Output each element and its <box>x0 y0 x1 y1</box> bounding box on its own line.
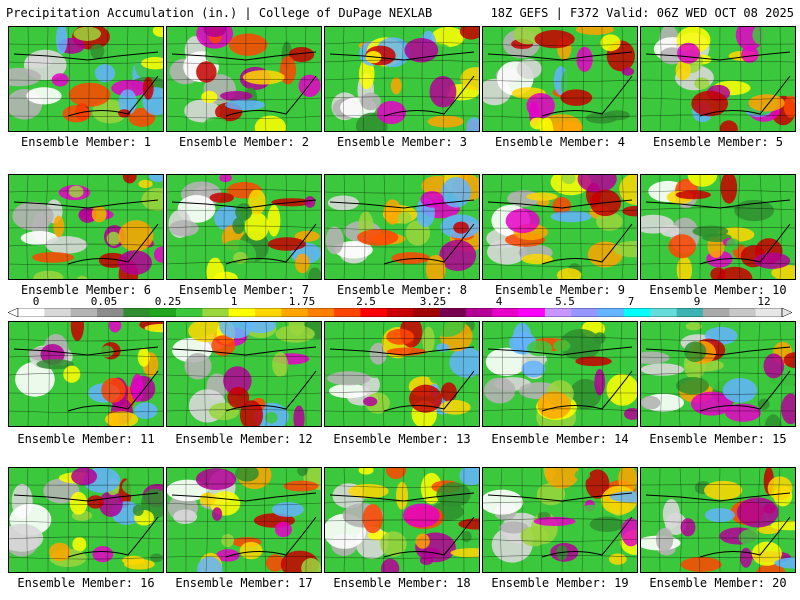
map-frame <box>640 321 796 427</box>
precip-field <box>8 174 164 280</box>
precip-field <box>640 467 796 573</box>
map-frame <box>324 467 480 573</box>
member-label: Ensemble Member: 19 <box>491 576 629 590</box>
colorbar-tick-label: 7 <box>627 295 635 308</box>
member-label: Ensemble Member: 1 <box>20 135 152 149</box>
member-map-1 <box>8 26 164 132</box>
precip-field <box>166 26 322 132</box>
member-map-4 <box>482 26 638 132</box>
precip-field <box>166 467 322 573</box>
member-label: Ensemble Member: 4 <box>494 135 626 149</box>
precip-field <box>482 467 638 573</box>
colorbar-tick-label: 1 <box>230 295 238 308</box>
member-label: Ensemble Member: 2 <box>178 135 310 149</box>
colorbar-tick-label: 1.75 <box>288 295 316 308</box>
member-label: Ensemble Member: 7 <box>178 283 310 297</box>
member-map-11 <box>8 321 164 427</box>
member-label: Ensemble Member: 14 <box>491 432 629 446</box>
map-frame <box>8 321 164 427</box>
colorbar-tick-label: 0.25 <box>154 295 182 308</box>
colorbar <box>8 308 792 317</box>
colorbar-tick-label: 3.25 <box>419 295 447 308</box>
colorbar-tick-label: 5.5 <box>555 295 575 308</box>
member-map-12 <box>166 321 322 427</box>
map-frame <box>482 26 638 132</box>
member-label: Ensemble Member: 6 <box>20 283 152 297</box>
map-frame <box>8 26 164 132</box>
map-frame <box>166 26 322 132</box>
precip-field <box>8 26 164 132</box>
precip-field <box>482 26 638 132</box>
precip-field <box>482 174 638 280</box>
precip-field <box>166 174 322 280</box>
map-frame <box>324 174 480 280</box>
precip-field <box>482 321 638 427</box>
member-label: Ensemble Member: 12 <box>175 432 313 446</box>
member-label: Ensemble Member: 18 <box>333 576 471 590</box>
member-label: Ensemble Member: 15 <box>649 432 787 446</box>
member-map-13 <box>324 321 480 427</box>
map-frame <box>482 467 638 573</box>
member-label: Ensemble Member: 8 <box>336 283 468 297</box>
member-map-8 <box>324 174 480 280</box>
member-label: Ensemble Member: 13 <box>333 432 471 446</box>
map-frame <box>482 174 638 280</box>
member-label: Ensemble Member: 5 <box>652 135 784 149</box>
member-map-6 <box>8 174 164 280</box>
member-map-18 <box>324 467 480 573</box>
member-map-17 <box>166 467 322 573</box>
colorbar-tick-label: 0.05 <box>90 295 118 308</box>
member-label: Ensemble Member: 9 <box>494 283 626 297</box>
map-frame <box>640 467 796 573</box>
precip-field <box>640 174 796 280</box>
member-map-20 <box>640 467 796 573</box>
map-frame <box>8 467 164 573</box>
member-label: Ensemble Member: 3 <box>336 135 468 149</box>
member-map-5 <box>640 26 796 132</box>
member-map-19 <box>482 467 638 573</box>
member-map-2 <box>166 26 322 132</box>
colorbar-tick-label: 4 <box>495 295 503 308</box>
precip-field <box>324 321 480 427</box>
member-label: Ensemble Member: 16 <box>17 576 155 590</box>
member-label: Ensemble Member: 10 <box>649 283 787 297</box>
colorbar-tick-label: 9 <box>693 295 701 308</box>
member-map-15 <box>640 321 796 427</box>
map-frame <box>166 174 322 280</box>
member-map-16 <box>8 467 164 573</box>
map-frame <box>166 467 322 573</box>
precip-field <box>324 174 480 280</box>
precip-field <box>166 321 322 427</box>
colorbar-tick-label: 12 <box>757 295 771 308</box>
member-label: Ensemble Member: 11 <box>17 432 155 446</box>
map-frame <box>166 321 322 427</box>
map-frame <box>324 321 480 427</box>
member-map-9 <box>482 174 638 280</box>
member-map-14 <box>482 321 638 427</box>
map-frame <box>640 26 796 132</box>
map-frame <box>482 321 638 427</box>
run-valid-time: 18Z GEFS | F372 Valid: 06Z WED OCT 08 20… <box>490 6 794 20</box>
precip-field <box>8 321 164 427</box>
member-label: Ensemble Member: 17 <box>175 576 313 590</box>
precip-field <box>640 321 796 427</box>
product-title: Precipitation Accumulation (in.) | Colle… <box>6 6 433 20</box>
member-label: Ensemble Member: 20 <box>649 576 787 590</box>
precip-field <box>324 26 480 132</box>
member-map-10 <box>640 174 796 280</box>
member-map-3 <box>324 26 480 132</box>
map-frame <box>324 26 480 132</box>
colorbar-tick-label: 2.5 <box>356 295 376 308</box>
map-frame <box>8 174 164 280</box>
precip-field <box>324 467 480 573</box>
member-map-7 <box>166 174 322 280</box>
precip-field <box>8 467 164 573</box>
map-frame <box>640 174 796 280</box>
colorbar-tick-label: 0 <box>32 295 40 308</box>
precip-field <box>640 26 796 132</box>
